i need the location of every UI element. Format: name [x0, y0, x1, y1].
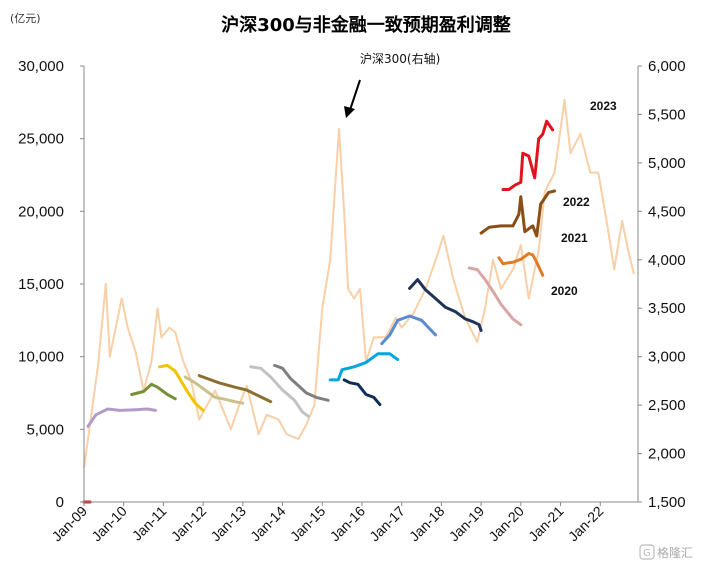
left-tick-label: 0	[56, 494, 64, 511]
chart-title: 沪深300与非金融一致预期盈利调整	[221, 14, 511, 36]
earnings-series-line-2	[130, 382, 177, 401]
earnings-series-line-8	[342, 378, 382, 407]
year-label-2023: 2023	[590, 99, 617, 113]
arrow-head-icon	[344, 106, 355, 118]
x-tick-label: Jan-14	[247, 503, 289, 545]
right-tick-label: 3,500	[648, 300, 686, 317]
right-tick-label: 1,500	[648, 494, 686, 511]
watermark-text: 格隆汇	[657, 545, 693, 560]
left-tick-label: 5,000	[26, 421, 64, 438]
x-tick-label: Jan-22	[565, 503, 607, 545]
right-tick-label: 4,000	[648, 252, 686, 269]
x-tick-label: Jan-13	[207, 503, 249, 545]
index-annotation-label: 沪深300(右轴)	[360, 51, 440, 66]
right-tick-label: 2,000	[648, 446, 686, 463]
left-tick-label: 10,000	[18, 349, 64, 366]
x-tick-label: Jan-19	[446, 503, 488, 545]
earnings-series-line-4	[183, 375, 245, 405]
earnings-series-line-14	[479, 189, 557, 238]
index-series-line	[83, 98, 635, 469]
left-axis-ticks: 0 5,000 10,000 15,000 20,000 25,000 30,000	[18, 58, 84, 511]
x-tick-label: Jan-16	[327, 503, 369, 545]
year-label-2022: 2022	[563, 195, 590, 209]
earnings-series-line-7	[273, 363, 330, 402]
earnings-series-line-3	[158, 363, 205, 412]
earnings-series-line-5	[197, 374, 273, 404]
right-tick-label: 3,000	[648, 349, 686, 366]
year-label-2020: 2020	[551, 284, 578, 298]
earnings-series-line-15	[82, 119, 555, 504]
earnings-series-line-6	[249, 365, 310, 418]
earnings-series-line-12	[467, 266, 523, 327]
left-tick-label: 25,000	[18, 131, 64, 148]
x-tick-label: Jan-21	[525, 503, 567, 545]
x-tick-label: Jan-15	[287, 503, 329, 545]
earnings-series-line-1	[86, 407, 157, 428]
index-annotation-arrow	[349, 79, 361, 111]
right-tick-label: 5,500	[648, 106, 686, 123]
year-label-2021: 2021	[561, 231, 588, 245]
index-line-layer	[83, 98, 635, 469]
x-tick-label: Jan-20	[485, 503, 527, 545]
right-tick-label: 5,000	[648, 155, 686, 172]
right-tick-label: 2,500	[648, 397, 686, 414]
x-tick-label: Jan-11	[129, 503, 170, 544]
earnings-series-line-11	[408, 278, 483, 332]
x-tick-label: Jan-18	[406, 503, 448, 545]
watermark-logo-icon: G	[643, 548, 651, 559]
earnings-series-line-9	[328, 352, 400, 382]
earnings-series-layer	[82, 119, 557, 504]
x-tick-label: Jan-12	[168, 503, 210, 545]
earnings-series-line-10	[380, 314, 437, 346]
watermark-badge	[639, 544, 655, 560]
left-tick-label: 15,000	[18, 276, 64, 293]
x-tick-label: Jan-17	[366, 503, 408, 545]
left-axis-unit: (亿元)	[10, 12, 41, 25]
left-tick-label: 30,000	[18, 58, 64, 75]
right-tick-label: 6,000	[648, 58, 686, 75]
x-axis-ticks: Jan-09Jan-10Jan-11Jan-12Jan-13Jan-14Jan-…	[49, 502, 607, 544]
x-tick-label: Jan-10	[88, 503, 130, 545]
earnings-series-line-13	[497, 252, 545, 277]
right-tick-label: 4,500	[648, 203, 686, 220]
right-axis-ticks: 1,500 2,000 2,500 3,000 3,500 4,000 4,500 5,000…	[638, 58, 686, 511]
left-tick-label: 20,000	[18, 203, 64, 220]
